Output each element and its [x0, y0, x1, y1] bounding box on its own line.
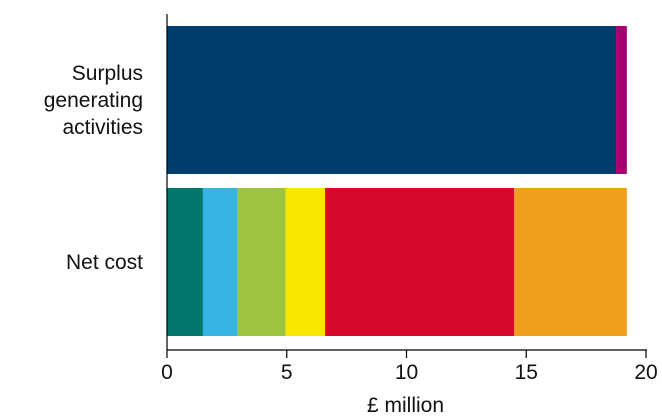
x-tick-label-5: 5: [281, 361, 293, 384]
category-label-line: Net cost: [66, 251, 143, 274]
x-tick-label-20: 20: [634, 361, 657, 384]
category-label-line: activities: [62, 116, 143, 139]
x-tick-label-0: 0: [161, 361, 173, 384]
bar-segment-net-cost-5: [325, 188, 515, 336]
bars-layer: [167, 26, 627, 336]
labels-layer: Surplus generating activities Net cost: [44, 62, 143, 274]
bar-segment-net-cost-6: [514, 188, 627, 336]
axes-layer: 0 5 10 15 20: [161, 14, 658, 384]
category-label-line: generating: [44, 89, 143, 112]
bar-segment-net-cost-1: [167, 188, 203, 336]
x-tick-label-15: 15: [515, 361, 538, 384]
category-label-line: Surplus: [72, 62, 143, 85]
bar-segment-net-cost-4: [285, 188, 326, 336]
x-axis-title: £ million: [367, 394, 444, 417]
category-label-net-cost: Net cost: [66, 251, 143, 274]
x-tick-label-10: 10: [395, 361, 418, 384]
category-label-surplus: Surplus generating activities: [44, 62, 143, 139]
bar-segment-surplus-2: [616, 26, 627, 174]
bar-segment-net-cost-2: [202, 188, 238, 336]
bar-segment-net-cost-3: [237, 188, 286, 336]
bar-segment-surplus-1: [167, 26, 617, 174]
